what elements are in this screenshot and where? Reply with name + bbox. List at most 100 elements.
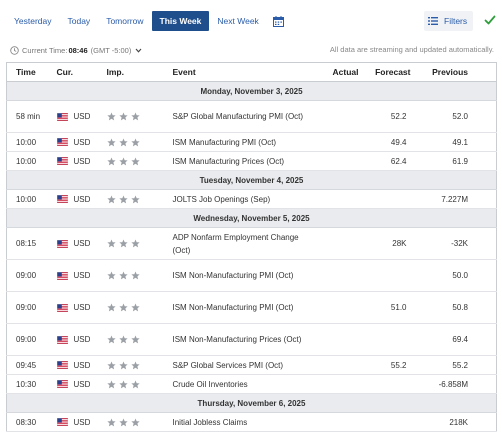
table-row[interactable]: 09:00 USD ISM Non-Manufacturing PMI (Oct) 5… — [6, 259, 497, 292]
table-row[interactable]: 58 min USD S&P Global Manufacturing PMI (O… — [6, 100, 497, 133]
table-header-row: Time Cur. Imp. Event Actual Forecast Pre… — [6, 62, 497, 82]
tab-next-week[interactable]: Next Week — [217, 16, 259, 26]
event-importance — [106, 151, 173, 171]
event-time: 08:30 — [6, 412, 57, 432]
filters-button[interactable]: Filters — [424, 11, 474, 31]
event-time: 10:00 — [6, 132, 57, 152]
tab-this-week[interactable]: This Week — [151, 11, 210, 31]
star-icon — [130, 156, 140, 165]
event-currency: USD — [73, 194, 91, 204]
event-importance — [106, 259, 173, 292]
star-icon — [130, 271, 140, 280]
star-icon — [130, 335, 140, 344]
event-currency-cell: USD — [56, 355, 107, 375]
event-previous: -6.858M — [418, 374, 497, 394]
us-flag-icon — [56, 138, 68, 146]
event-previous: 49.1 — [418, 132, 497, 152]
event-currency: USD — [73, 303, 91, 312]
table-row[interactable]: 08:15 USD ADP Nonfarm Employment Change (O… — [6, 227, 497, 260]
filter-icon — [428, 17, 438, 25]
table-row[interactable]: 09:45 USD S&P Global Services PMI (Oct) 55.… — [6, 355, 497, 375]
header-time[interactable]: Time — [6, 62, 57, 82]
event-actual — [318, 291, 359, 324]
table-row[interactable]: 10:00 USD ISM Manufacturing PMI (Oct) 49.4 4… — [6, 132, 497, 152]
event-previous: -32K — [418, 227, 497, 260]
event-currency-cell: USD — [56, 374, 107, 394]
event-name[interactable]: ISM Non-Manufacturing PMI (Oct) — [172, 259, 319, 292]
event-name[interactable]: JOLTS Job Openings (Sep) — [172, 189, 319, 209]
timezone-selector[interactable]: (GMT -5:00) — [90, 45, 132, 55]
star-icon — [130, 360, 140, 369]
header-previous[interactable]: Previous — [418, 62, 497, 82]
event-previous: 50.8 — [418, 291, 497, 324]
us-flag-icon — [56, 239, 68, 248]
event-actual — [318, 189, 359, 209]
event-time: 09:00 — [6, 323, 57, 356]
checkmark-icon[interactable] — [484, 14, 496, 26]
star-icon — [130, 303, 140, 312]
event-actual — [318, 412, 359, 432]
day-header-row: Wednesday, November 5, 2025 — [6, 208, 497, 228]
table-row[interactable]: 09:00 USD ISM Non-Manufacturing PMI (Oct) 5… — [6, 291, 497, 324]
event-actual — [318, 100, 359, 133]
table-row[interactable]: 10:30 USD Crude Oil Inventories -6.858M — [6, 374, 497, 394]
event-importance — [106, 291, 173, 324]
header-forecast[interactable]: Forecast — [358, 62, 419, 82]
day-label: Wednesday, November 5, 2025 — [6, 208, 497, 228]
calendar-icon[interactable] — [269, 11, 289, 31]
event-time: 10:30 — [6, 374, 57, 394]
table-row[interactable]: 10:00 USD JOLTS Job Openings (Sep) 7.227M — [6, 189, 497, 209]
event-currency: USD — [73, 271, 91, 280]
day-label: Monday, November 3, 2025 — [6, 81, 497, 101]
header-event[interactable]: Event — [172, 62, 319, 82]
table-row[interactable]: 08:30 USD Initial Jobless Claims 218K — [6, 412, 497, 432]
event-name[interactable]: ISM Non-Manufacturing Prices (Oct) — [172, 323, 319, 356]
star-icon — [118, 417, 128, 426]
event-forecast: 49.4 — [358, 132, 419, 152]
event-previous: 50.0 — [418, 259, 497, 292]
event-name[interactable]: Crude Oil Inventories — [172, 374, 319, 394]
event-actual — [318, 132, 359, 152]
event-importance — [106, 374, 173, 394]
header-actual[interactable]: Actual — [318, 62, 359, 82]
tab-yesterday[interactable]: Yesterday — [14, 16, 52, 26]
clock-icon — [10, 45, 19, 55]
event-currency-cell: USD — [56, 227, 107, 260]
day-header-row: Monday, November 3, 2025 — [6, 81, 497, 101]
tab-today[interactable]: Today — [67, 16, 91, 26]
event-currency-cell: USD — [56, 100, 107, 133]
tab-tomorrow[interactable]: Tomorrow — [106, 16, 144, 26]
header-importance[interactable]: Imp. — [106, 62, 173, 82]
event-name[interactable]: ISM Non-Manufacturing PMI (Oct) — [172, 291, 319, 324]
us-flag-icon — [56, 157, 68, 165]
event-name[interactable]: ADP Nonfarm Employment Change (Oct) — [172, 227, 319, 260]
star-icon — [130, 417, 140, 426]
event-name[interactable]: ISM Manufacturing Prices (Oct) — [172, 151, 319, 171]
star-icon — [118, 194, 128, 203]
date-tabs: Yesterday Today Tomorrow This Week Next … — [6, 11, 289, 31]
event-name[interactable]: ISM Manufacturing PMI (Oct) — [172, 132, 319, 152]
star-icon — [106, 303, 116, 312]
event-currency: USD — [73, 417, 91, 427]
table-row[interactable]: 10:00 USD ISM Manufacturing Prices (Oct) 62… — [6, 151, 497, 171]
event-currency-cell: USD — [56, 412, 107, 432]
chevron-down-icon[interactable] — [135, 48, 142, 53]
star-icon — [106, 360, 116, 369]
event-forecast: 28K — [358, 227, 419, 260]
event-forecast: 51.0 — [358, 291, 419, 324]
event-previous: 61.9 — [418, 151, 497, 171]
event-name[interactable]: Initial Jobless Claims — [172, 412, 319, 432]
current-time-value: 08:46 — [68, 45, 88, 55]
us-flag-icon — [56, 112, 68, 121]
event-time: 08:15 — [6, 227, 57, 260]
table-row[interactable]: 09:00 USD ISM Non-Manufacturing Prices (Oc… — [6, 323, 497, 356]
event-importance — [106, 412, 173, 432]
event-name[interactable]: S&P Global Manufacturing PMI (Oct) — [172, 100, 319, 133]
event-actual — [318, 355, 359, 375]
event-currency-cell: USD — [56, 323, 107, 356]
star-icon — [130, 194, 140, 203]
star-icon — [118, 379, 128, 388]
header-currency[interactable]: Cur. — [56, 62, 107, 82]
event-actual — [318, 151, 359, 171]
event-name[interactable]: S&P Global Services PMI (Oct) — [172, 355, 319, 375]
